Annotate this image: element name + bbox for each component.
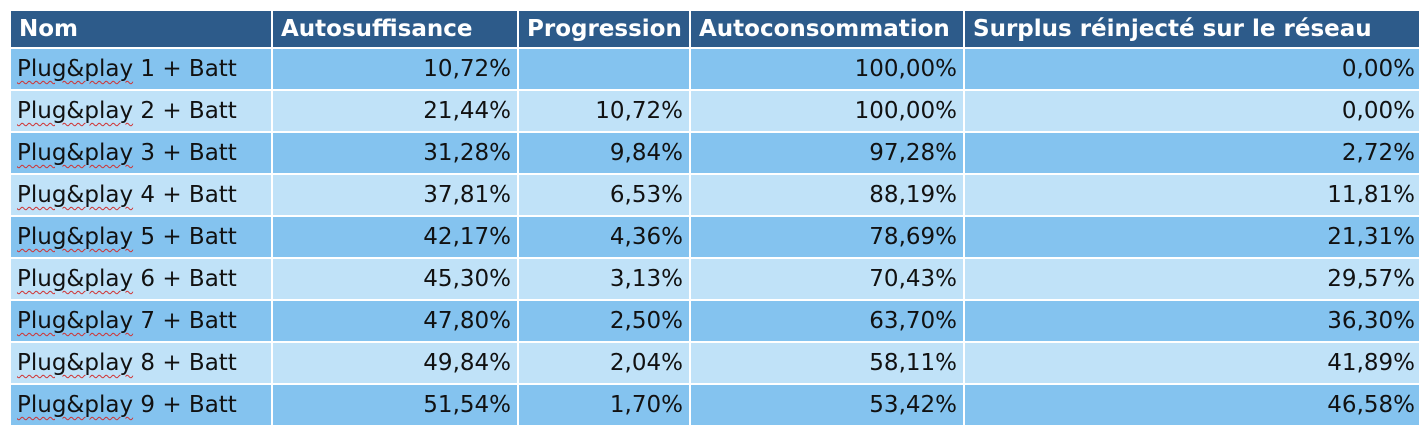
cell-progression[interactable]: 1,70%	[517, 383, 691, 427]
header-cell-progression[interactable]: Progression	[517, 9, 691, 49]
name-suffix: 9 + Batt	[133, 392, 237, 418]
cell-autosuffisance[interactable]: 21,44%	[271, 89, 519, 133]
cell-progression[interactable]: 9,84%	[517, 131, 691, 175]
spellcheck-word: Plug&play	[17, 224, 134, 250]
cell-autosuffisance[interactable]: 31,28%	[271, 131, 519, 175]
table-row: Plug&play 9 + Batt 51,54% 1,70% 53,42% 4…	[9, 383, 1419, 427]
cell-autosuffisance[interactable]: 42,17%	[271, 215, 519, 259]
cell-autoconsommation[interactable]: 70,43%	[689, 257, 965, 301]
cell-surplus[interactable]: 21,31%	[963, 215, 1419, 259]
cell-nom[interactable]: Plug&play 2 + Batt	[9, 89, 273, 133]
cell-nom[interactable]: Plug&play 9 + Batt	[9, 383, 273, 427]
cell-nom[interactable]: Plug&play 8 + Batt	[9, 341, 273, 385]
cell-autoconsommation[interactable]: 58,11%	[689, 341, 965, 385]
cell-surplus[interactable]: 36,30%	[963, 299, 1419, 343]
cell-progression[interactable]: 4,36%	[517, 215, 691, 259]
spellcheck-word: Plug&play	[17, 350, 134, 376]
name-suffix: 3 + Batt	[133, 140, 237, 166]
cell-surplus[interactable]: 41,89%	[963, 341, 1419, 385]
table-row: Plug&play 3 + Batt 31,28% 9,84% 97,28% 2…	[9, 131, 1419, 175]
cell-surplus[interactable]: 2,72%	[963, 131, 1419, 175]
cell-surplus[interactable]: 11,81%	[963, 173, 1419, 217]
cell-nom[interactable]: Plug&play 3 + Batt	[9, 131, 273, 175]
table-row: Plug&play 7 + Batt 47,80% 2,50% 63,70% 3…	[9, 299, 1419, 343]
cell-progression[interactable]: 10,72%	[517, 89, 691, 133]
cell-autosuffisance[interactable]: 47,80%	[271, 299, 519, 343]
data-table: Nom Autosuffisance Progression Autoconso…	[9, 9, 1419, 427]
cell-autosuffisance[interactable]: 10,72%	[271, 47, 519, 91]
table-row: Plug&play 6 + Batt 45,30% 3,13% 70,43% 2…	[9, 257, 1419, 301]
name-suffix: 4 + Batt	[133, 182, 237, 208]
cell-autoconsommation[interactable]: 88,19%	[689, 173, 965, 217]
cell-nom[interactable]: Plug&play 1 + Batt	[9, 47, 273, 91]
cell-nom[interactable]: Plug&play 6 + Batt	[9, 257, 273, 301]
header-cell-autoconsommation[interactable]: Autoconsommation	[689, 9, 965, 49]
header-row: Nom Autosuffisance Progression Autoconso…	[9, 9, 1419, 49]
cell-progression[interactable]	[517, 47, 691, 91]
cell-progression[interactable]: 2,04%	[517, 341, 691, 385]
cell-autosuffisance[interactable]: 49,84%	[271, 341, 519, 385]
cell-autoconsommation[interactable]: 100,00%	[689, 89, 965, 133]
table-row: Plug&play 8 + Batt 49,84% 2,04% 58,11% 4…	[9, 341, 1419, 385]
cell-surplus[interactable]: 46,58%	[963, 383, 1419, 427]
table-row: Plug&play 5 + Batt 42,17% 4,36% 78,69% 2…	[9, 215, 1419, 259]
name-suffix: 5 + Batt	[133, 224, 237, 250]
cell-progression[interactable]: 2,50%	[517, 299, 691, 343]
name-suffix: 7 + Batt	[133, 308, 237, 334]
name-suffix: 1 + Batt	[133, 56, 237, 82]
cell-nom[interactable]: Plug&play 7 + Batt	[9, 299, 273, 343]
spellcheck-word: Plug&play	[17, 266, 134, 292]
spellcheck-word: Plug&play	[17, 392, 134, 418]
header-cell-surplus[interactable]: Surplus réinjecté sur le réseau	[963, 9, 1419, 49]
cell-autosuffisance[interactable]: 37,81%	[271, 173, 519, 217]
spellcheck-word: Plug&play	[17, 308, 134, 334]
cell-autoconsommation[interactable]: 97,28%	[689, 131, 965, 175]
table-row: Plug&play 1 + Batt 10,72% 100,00% 0,00%	[9, 47, 1419, 91]
spellcheck-word: Plug&play	[17, 98, 134, 124]
spellcheck-word: Plug&play	[17, 182, 134, 208]
header-cell-autosuffisance[interactable]: Autosuffisance	[271, 9, 519, 49]
table-row: Plug&play 4 + Batt 37,81% 6,53% 88,19% 1…	[9, 173, 1419, 217]
cell-nom[interactable]: Plug&play 4 + Batt	[9, 173, 273, 217]
table-row: Plug&play 2 + Batt 21,44% 10,72% 100,00%…	[9, 89, 1419, 133]
cell-surplus[interactable]: 29,57%	[963, 257, 1419, 301]
header-cell-nom[interactable]: Nom	[9, 9, 273, 49]
cell-surplus[interactable]: 0,00%	[963, 89, 1419, 133]
name-suffix: 8 + Batt	[133, 350, 237, 376]
cell-nom[interactable]: Plug&play 5 + Batt	[9, 215, 273, 259]
name-suffix: 2 + Batt	[133, 98, 237, 124]
cell-progression[interactable]: 6,53%	[517, 173, 691, 217]
cell-autoconsommation[interactable]: 53,42%	[689, 383, 965, 427]
cell-autoconsommation[interactable]: 100,00%	[689, 47, 965, 91]
cell-progression[interactable]: 3,13%	[517, 257, 691, 301]
name-suffix: 6 + Batt	[133, 266, 237, 292]
spellcheck-word: Plug&play	[17, 56, 134, 82]
cell-autoconsommation[interactable]: 63,70%	[689, 299, 965, 343]
cell-autoconsommation[interactable]: 78,69%	[689, 215, 965, 259]
cell-autosuffisance[interactable]: 45,30%	[271, 257, 519, 301]
cell-autosuffisance[interactable]: 51,54%	[271, 383, 519, 427]
cell-surplus[interactable]: 0,00%	[963, 47, 1419, 91]
spellcheck-word: Plug&play	[17, 140, 134, 166]
